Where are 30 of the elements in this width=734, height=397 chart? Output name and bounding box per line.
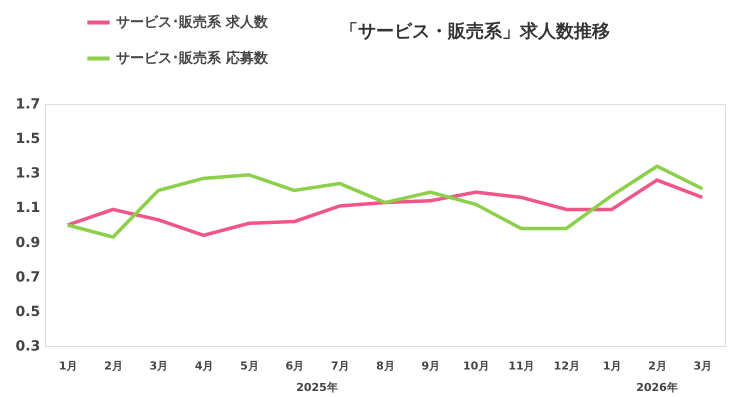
line-series [66, 164, 704, 239]
x-tick-label: 6月 [286, 360, 304, 372]
x-tick-label: 3月 [694, 360, 712, 372]
chart-title: 「サービス・販売系」求人数推移 [340, 21, 610, 42]
x-tick-label: 10月 [463, 360, 490, 372]
x-tick-label: 4月 [194, 360, 214, 372]
x-tick-label: 12月 [554, 360, 580, 372]
y-tick-label: 0.7 [16, 269, 40, 286]
line-series [66, 178, 704, 238]
y-tick-label: 1.7 [16, 96, 40, 112]
x-tick-label: 11月 [508, 360, 535, 372]
x-tick-label: 5月 [240, 360, 259, 372]
x-tick-label: 8月 [376, 360, 395, 372]
x-tick-label: 9月 [422, 360, 440, 372]
y-tick-label: 0.9 [16, 234, 40, 251]
y-tick-label: 1.1 [16, 200, 40, 216]
x-tick-label: 2月 [104, 360, 123, 372]
x-tick-label: 7月 [330, 360, 350, 372]
x-tick-label: 1月 [602, 360, 622, 372]
x-tick-label: 1月 [58, 360, 78, 372]
text: 2026年 [636, 381, 678, 394]
text: 2025年 [296, 381, 338, 394]
y-tick-label: 0.3 [16, 338, 40, 354]
legend-label: サービス･販売系 求人数 [116, 14, 269, 30]
y-tick-label: 0.5 [16, 304, 40, 320]
legend-label: サービス･販売系 応募数 [116, 50, 269, 66]
y-tick-label: 1.3 [16, 166, 40, 182]
y-tick-label: 1.5 [16, 131, 40, 148]
x-tick-label: 3月 [150, 360, 168, 372]
x-tick-label: 2月 [648, 360, 667, 372]
